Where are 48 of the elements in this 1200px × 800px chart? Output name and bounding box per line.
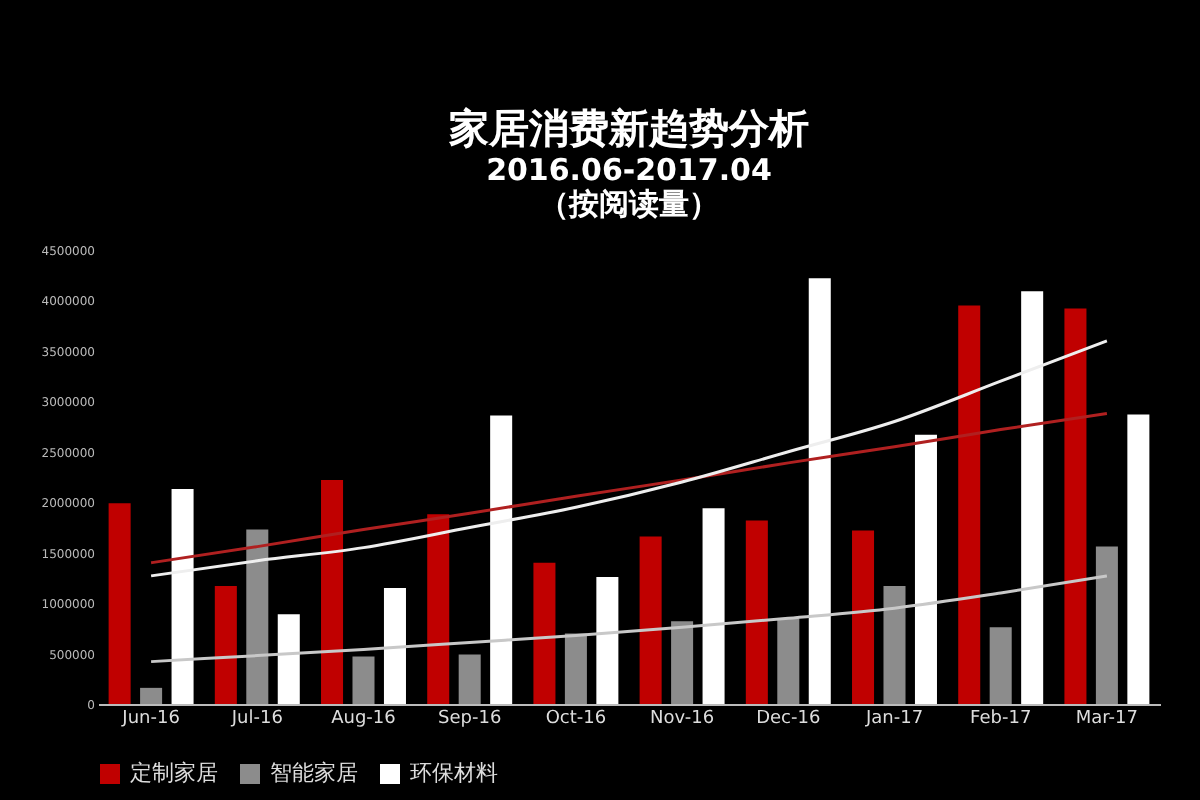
bar [1064, 308, 1087, 704]
line-series [149, 574, 1109, 664]
legend-label: 定制家居 [130, 760, 218, 786]
bar [140, 687, 163, 704]
bar [1021, 291, 1044, 704]
x-tick-label: Jul-16 [229, 709, 284, 729]
chart-title: 家居消费新趋势分析 [447, 104, 809, 152]
bar [883, 585, 906, 704]
x-tick-label: Aug-16 [331, 709, 397, 729]
x-tick-label: Jun-16 [120, 709, 181, 729]
x-tick-label: Feb-17 [970, 709, 1032, 729]
bar [383, 587, 406, 704]
bar [958, 305, 981, 704]
bar [458, 654, 481, 704]
x-tick-label: Sep-16 [438, 709, 502, 729]
x-tick-label: Jan-17 [863, 709, 924, 729]
bar [989, 627, 1012, 704]
chart-subtitle: 2016.06-2017.04 （按阅读量） [486, 152, 772, 222]
x-tick-label: Oct-16 [545, 709, 607, 729]
legend-label: 智能家居 [270, 760, 358, 786]
bar [914, 434, 937, 704]
bar [214, 585, 237, 704]
bar [745, 520, 768, 704]
bar [671, 621, 694, 704]
bar [596, 576, 619, 704]
bar [427, 514, 450, 704]
bar [277, 614, 300, 704]
bar [108, 503, 131, 704]
x-tick-label: Mar-17 [1075, 709, 1139, 729]
bar [564, 633, 587, 704]
bar [246, 529, 269, 704]
bar [352, 656, 375, 704]
bar [533, 562, 556, 704]
x-tick-label: Dec-16 [756, 709, 821, 729]
bar [808, 278, 831, 704]
line-series [149, 411, 1109, 565]
bar [171, 489, 194, 704]
bar [639, 536, 662, 704]
line-series [149, 339, 1109, 578]
bar [1127, 414, 1150, 704]
bar [852, 530, 875, 704]
x-tick-label: Nov-16 [650, 709, 715, 729]
bar [321, 480, 344, 704]
bar [490, 415, 513, 704]
bar [1095, 546, 1118, 704]
bar [702, 508, 725, 704]
legend-label: 环保材料 [410, 760, 498, 786]
bar [777, 618, 800, 704]
